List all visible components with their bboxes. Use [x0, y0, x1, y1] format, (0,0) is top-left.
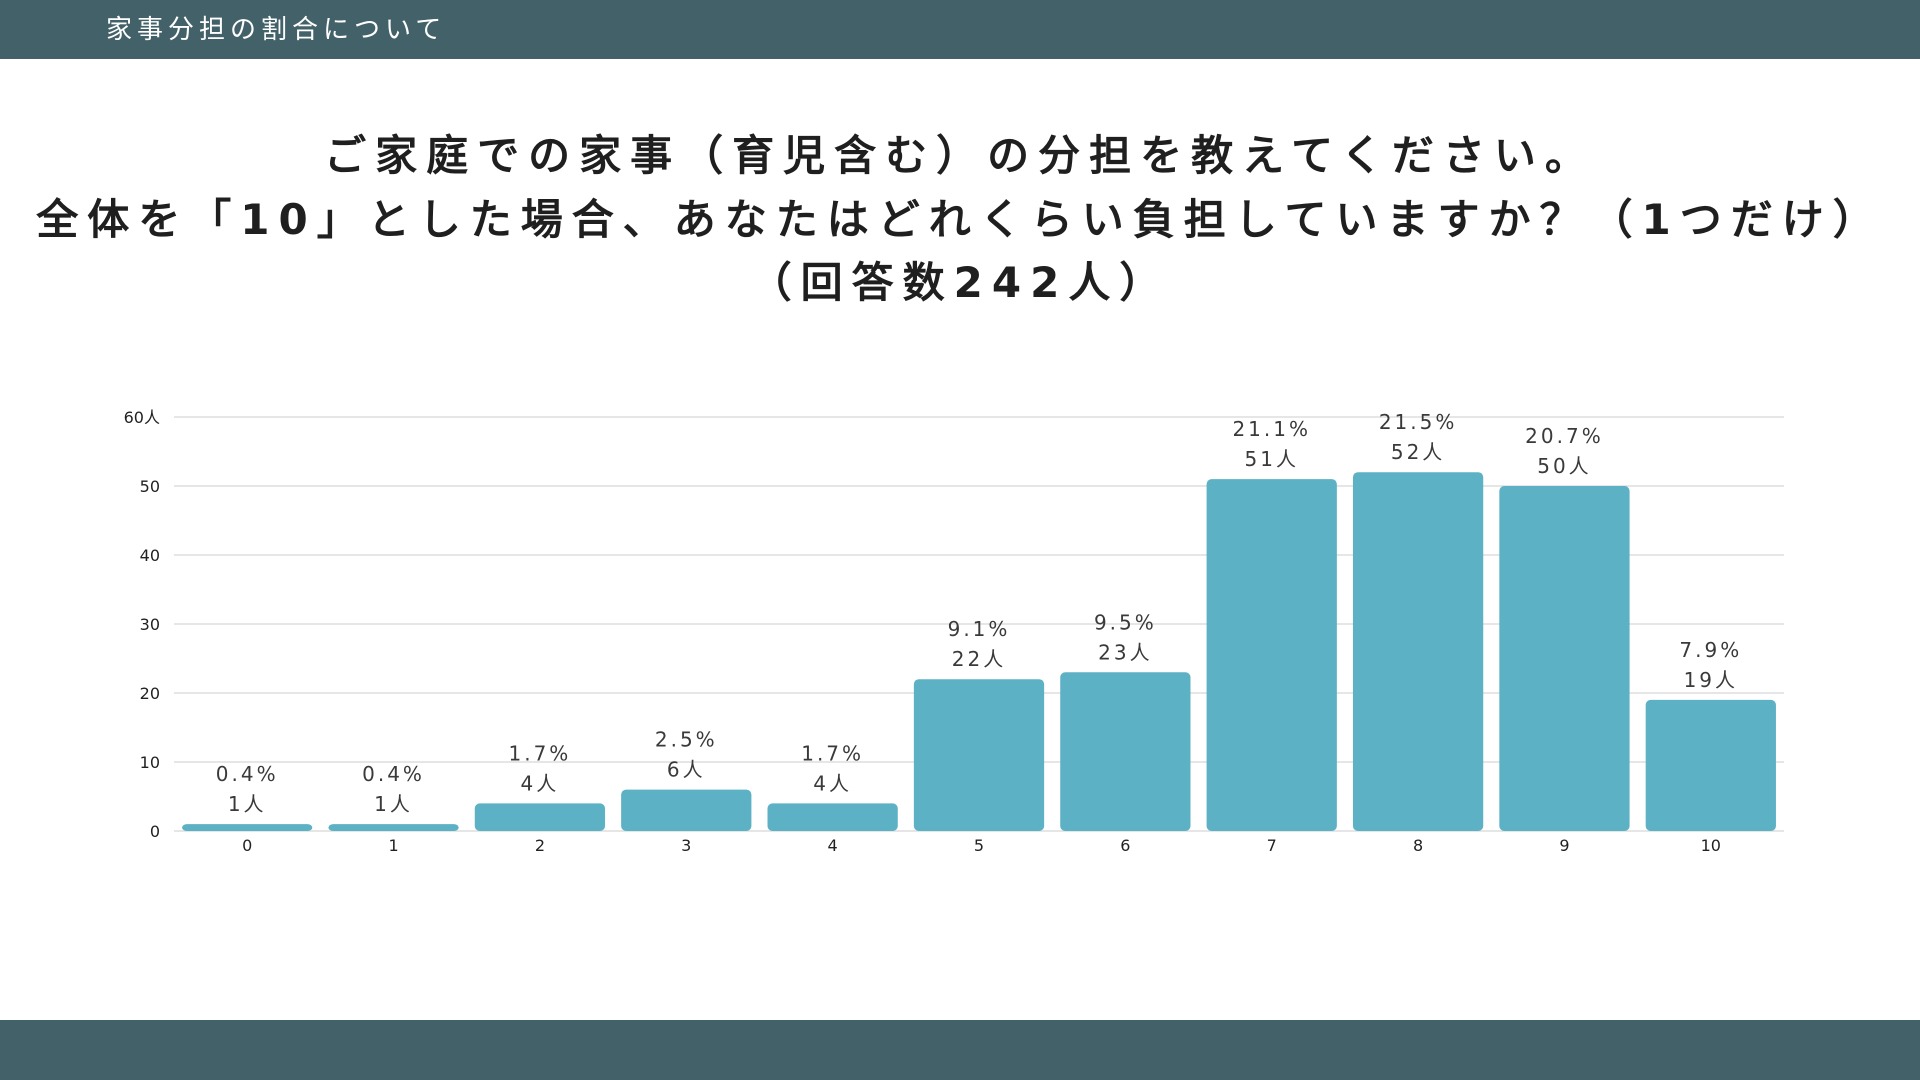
header-bar: 家事分担の割合について [0, 0, 1920, 59]
bar-10 [1645, 699, 1776, 831]
y-tick-label: 50 [140, 477, 160, 496]
x-tick-label: 1 [388, 836, 398, 855]
percent-label: 9.5% [1094, 610, 1157, 634]
y-tick-label: 60人 [124, 408, 160, 427]
count-label: 52人 [1391, 440, 1445, 464]
count-label: 19人 [1684, 668, 1738, 692]
x-tick-label: 6 [1120, 836, 1130, 855]
y-axis: 0 10 20 30 40 50 60人 [124, 408, 160, 841]
count-label: 6人 [667, 758, 706, 782]
header-title: 家事分担の割合について [106, 15, 447, 45]
bar-7 [1206, 479, 1337, 831]
y-tick-label: 0 [150, 822, 160, 841]
x-tick-label: 3 [681, 836, 691, 855]
bar-9 [1499, 486, 1630, 831]
y-tick-label: 30 [140, 615, 160, 634]
percent-label: 2.5% [655, 728, 718, 752]
bar-4 [767, 803, 898, 831]
bar-8 [1352, 472, 1484, 831]
count-label: 1人 [228, 792, 267, 816]
x-tick-label: 5 [974, 836, 984, 855]
count-label: 50人 [1537, 454, 1591, 478]
bar-0 [182, 824, 313, 831]
bar-1 [328, 824, 459, 831]
count-label: 1人 [374, 792, 413, 816]
x-tick-label: 10 [1701, 836, 1721, 855]
footer-bar [0, 1020, 1920, 1080]
question-line-2: 全体を「10」とした場合、あなたはどれくらい負担していますか？（1つだけ） [36, 195, 1884, 244]
question-line-1: ご家庭での家事（育児含む）の分担を教えてください。 [324, 131, 1596, 180]
y-tick-label: 20 [140, 684, 160, 703]
x-axis: 0 1 2 3 4 5 6 7 8 9 10 [242, 836, 1721, 855]
percent-label: 7.9% [1679, 638, 1742, 662]
percent-label: 20.7% [1525, 424, 1604, 448]
count-label: 4人 [813, 771, 852, 795]
bar-2 [474, 803, 606, 831]
x-tick-label: 2 [535, 836, 545, 855]
x-tick-label: 9 [1559, 836, 1569, 855]
bars [182, 472, 1776, 831]
x-tick-label: 4 [828, 836, 838, 855]
percent-label: 1.7% [509, 741, 572, 765]
count-label: 23人 [1098, 640, 1152, 664]
bar-3 [621, 789, 752, 831]
count-label: 4人 [521, 771, 560, 795]
x-tick-label: 7 [1267, 836, 1277, 855]
question-line-3: （回答数242人） [749, 258, 1171, 307]
y-tick-label: 10 [140, 753, 160, 772]
bar-6 [1060, 672, 1191, 831]
x-tick-label: 0 [242, 836, 252, 855]
data-labels: 1人 0.4% 1人 0.4% 4人 1.7% 6人 2.5% 4人 1.7% 22人 9.1% 23人… [216, 410, 1742, 816]
percent-label: 21.5% [1379, 410, 1458, 434]
count-label: 22人 [952, 647, 1006, 671]
percent-label: 0.4% [216, 762, 279, 786]
percent-label: 9.1% [948, 617, 1011, 641]
y-tick-label: 40 [140, 546, 160, 565]
percent-label: 21.1% [1232, 417, 1311, 441]
count-label: 51人 [1245, 447, 1299, 471]
percent-label: 1.7% [801, 741, 864, 765]
percent-label: 0.4% [362, 762, 425, 786]
bar-5 [913, 679, 1045, 831]
x-tick-label: 8 [1413, 836, 1423, 855]
